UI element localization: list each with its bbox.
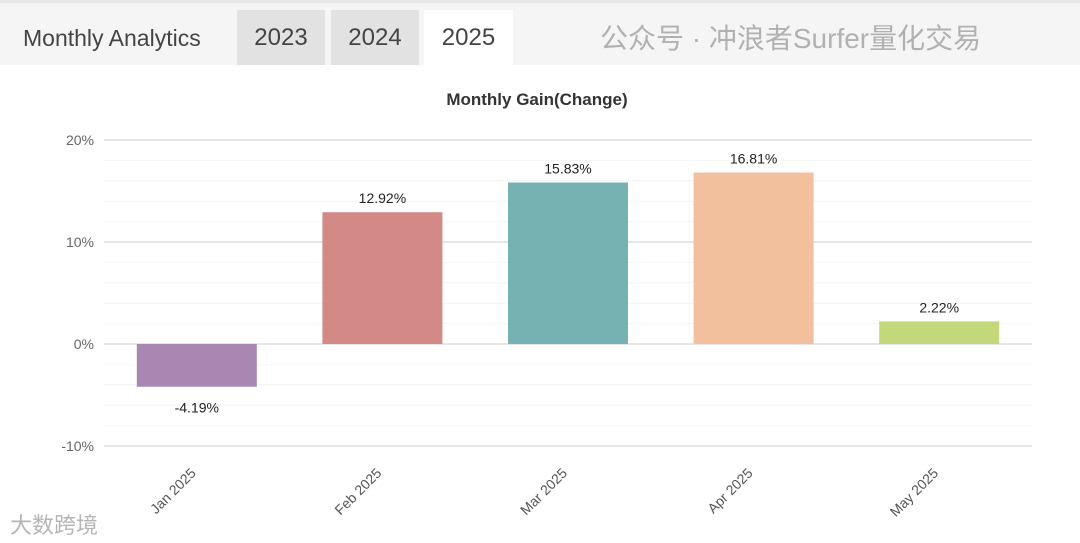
data-label: 12.92% <box>359 190 406 206</box>
monthly-gain-chart: Monthly Gain(Change) 20% 10% 0% -10% -4.19% J… <box>61 90 1032 520</box>
tab-2024[interactable]: 2024 <box>331 10 419 65</box>
tab-2025[interactable]: 2025 <box>424 10 513 65</box>
y-tick-label: 20% <box>66 132 94 148</box>
y-tick-label: -10% <box>61 438 94 454</box>
data-label: 2.22% <box>919 299 959 315</box>
y-tick-label: 10% <box>66 234 94 250</box>
x-tick-label: May 2025 <box>887 465 942 520</box>
bar-feb-2025 <box>322 212 443 344</box>
bar-apr-2025 <box>693 172 814 344</box>
x-tick-label: Mar 2025 <box>517 465 570 518</box>
watermark-left: 大数跨境 <box>10 513 99 538</box>
bar-mar-2025 <box>508 182 628 344</box>
chart-title: Monthly Gain(Change) <box>446 90 627 109</box>
x-tick-label: Apr 2025 <box>704 465 756 517</box>
x-tick-label: Feb 2025 <box>331 465 384 518</box>
tab-2023[interactable]: 2023 <box>237 10 325 65</box>
bar-may-2025 <box>879 321 1000 344</box>
bar-jan-2025 <box>136 344 257 387</box>
data-label: 16.81% <box>730 151 777 167</box>
page-title: Monthly Analytics <box>23 25 201 51</box>
y-tick-label: 0% <box>74 336 94 352</box>
top-border <box>0 0 1080 3</box>
x-tick-label: Jan 2025 <box>147 465 199 517</box>
data-label: 15.83% <box>544 161 591 177</box>
watermark-right: 公众号 · 冲浪者Surfer量化交易 <box>600 23 982 54</box>
data-label: -4.19% <box>175 400 219 416</box>
header-bar: Monthly Analytics 2023 2024 2025 公众号 · 冲… <box>0 3 1080 65</box>
